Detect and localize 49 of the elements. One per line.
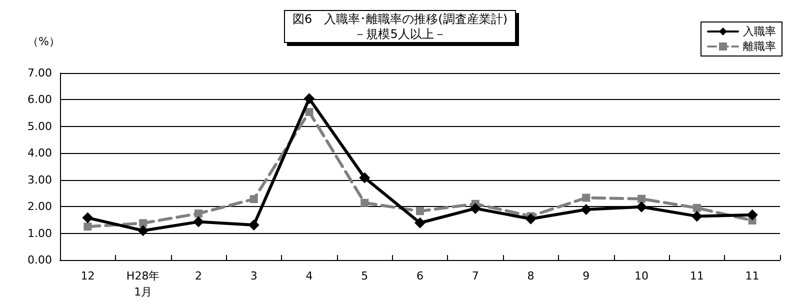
point — [416, 207, 424, 216]
x-tick-label: 4 — [306, 270, 313, 282]
point — [470, 202, 481, 214]
y-tick-label: 7.00 — [28, 66, 52, 80]
y-tick-label: 2.00 — [28, 200, 52, 214]
point — [746, 209, 758, 220]
x-tick-label: 5 — [361, 270, 368, 282]
y-axis-title: （%） — [28, 35, 60, 48]
x-tick-label: H28年 1月 — [126, 270, 160, 298]
x-tick-label: 6 — [416, 270, 424, 282]
point — [638, 194, 646, 203]
point — [194, 210, 202, 218]
x-tick-label: 8 — [527, 270, 534, 282]
x-tick-label: 3 — [250, 270, 258, 282]
x-tick-label: 2 — [194, 270, 202, 282]
y-tick-label: 3.00 — [28, 173, 52, 186]
x-tick-label: 9 — [582, 270, 590, 282]
point — [82, 212, 94, 224]
point — [525, 213, 536, 224]
point — [139, 219, 148, 228]
point — [360, 198, 369, 207]
point — [304, 93, 315, 104]
point — [138, 225, 149, 236]
point — [636, 201, 648, 212]
y-tick-label: 5.00 — [28, 120, 52, 133]
x-tick-label: 7 — [472, 270, 479, 282]
y-tick-label: 4.00 — [28, 146, 52, 160]
y-tick-label: 6.00 — [28, 93, 52, 106]
point — [359, 172, 370, 184]
legend-label: 入職率 — [743, 25, 776, 38]
x-tick-label: 11 — [745, 270, 760, 282]
y-tick-label: 1.00 — [28, 226, 52, 240]
y-tick-label: 0.00 — [28, 254, 52, 266]
point — [84, 222, 92, 231]
point — [250, 195, 258, 204]
point — [414, 217, 426, 228]
point — [305, 108, 314, 116]
x-tick-label: 10 — [634, 270, 649, 282]
point — [692, 204, 701, 212]
x-tick-label: 12 — [80, 270, 95, 282]
chart-subtitle: －規模5人以上－ — [354, 27, 446, 41]
point — [582, 194, 590, 202]
legend-label: 離職率 — [743, 40, 776, 53]
point — [580, 204, 592, 216]
x-tick-label: 11 — [690, 270, 704, 282]
point — [192, 216, 204, 228]
chart-title: 図6 入職率･離職率の推移(調査産業計) — [292, 12, 508, 26]
point — [691, 210, 702, 222]
point — [248, 220, 260, 231]
